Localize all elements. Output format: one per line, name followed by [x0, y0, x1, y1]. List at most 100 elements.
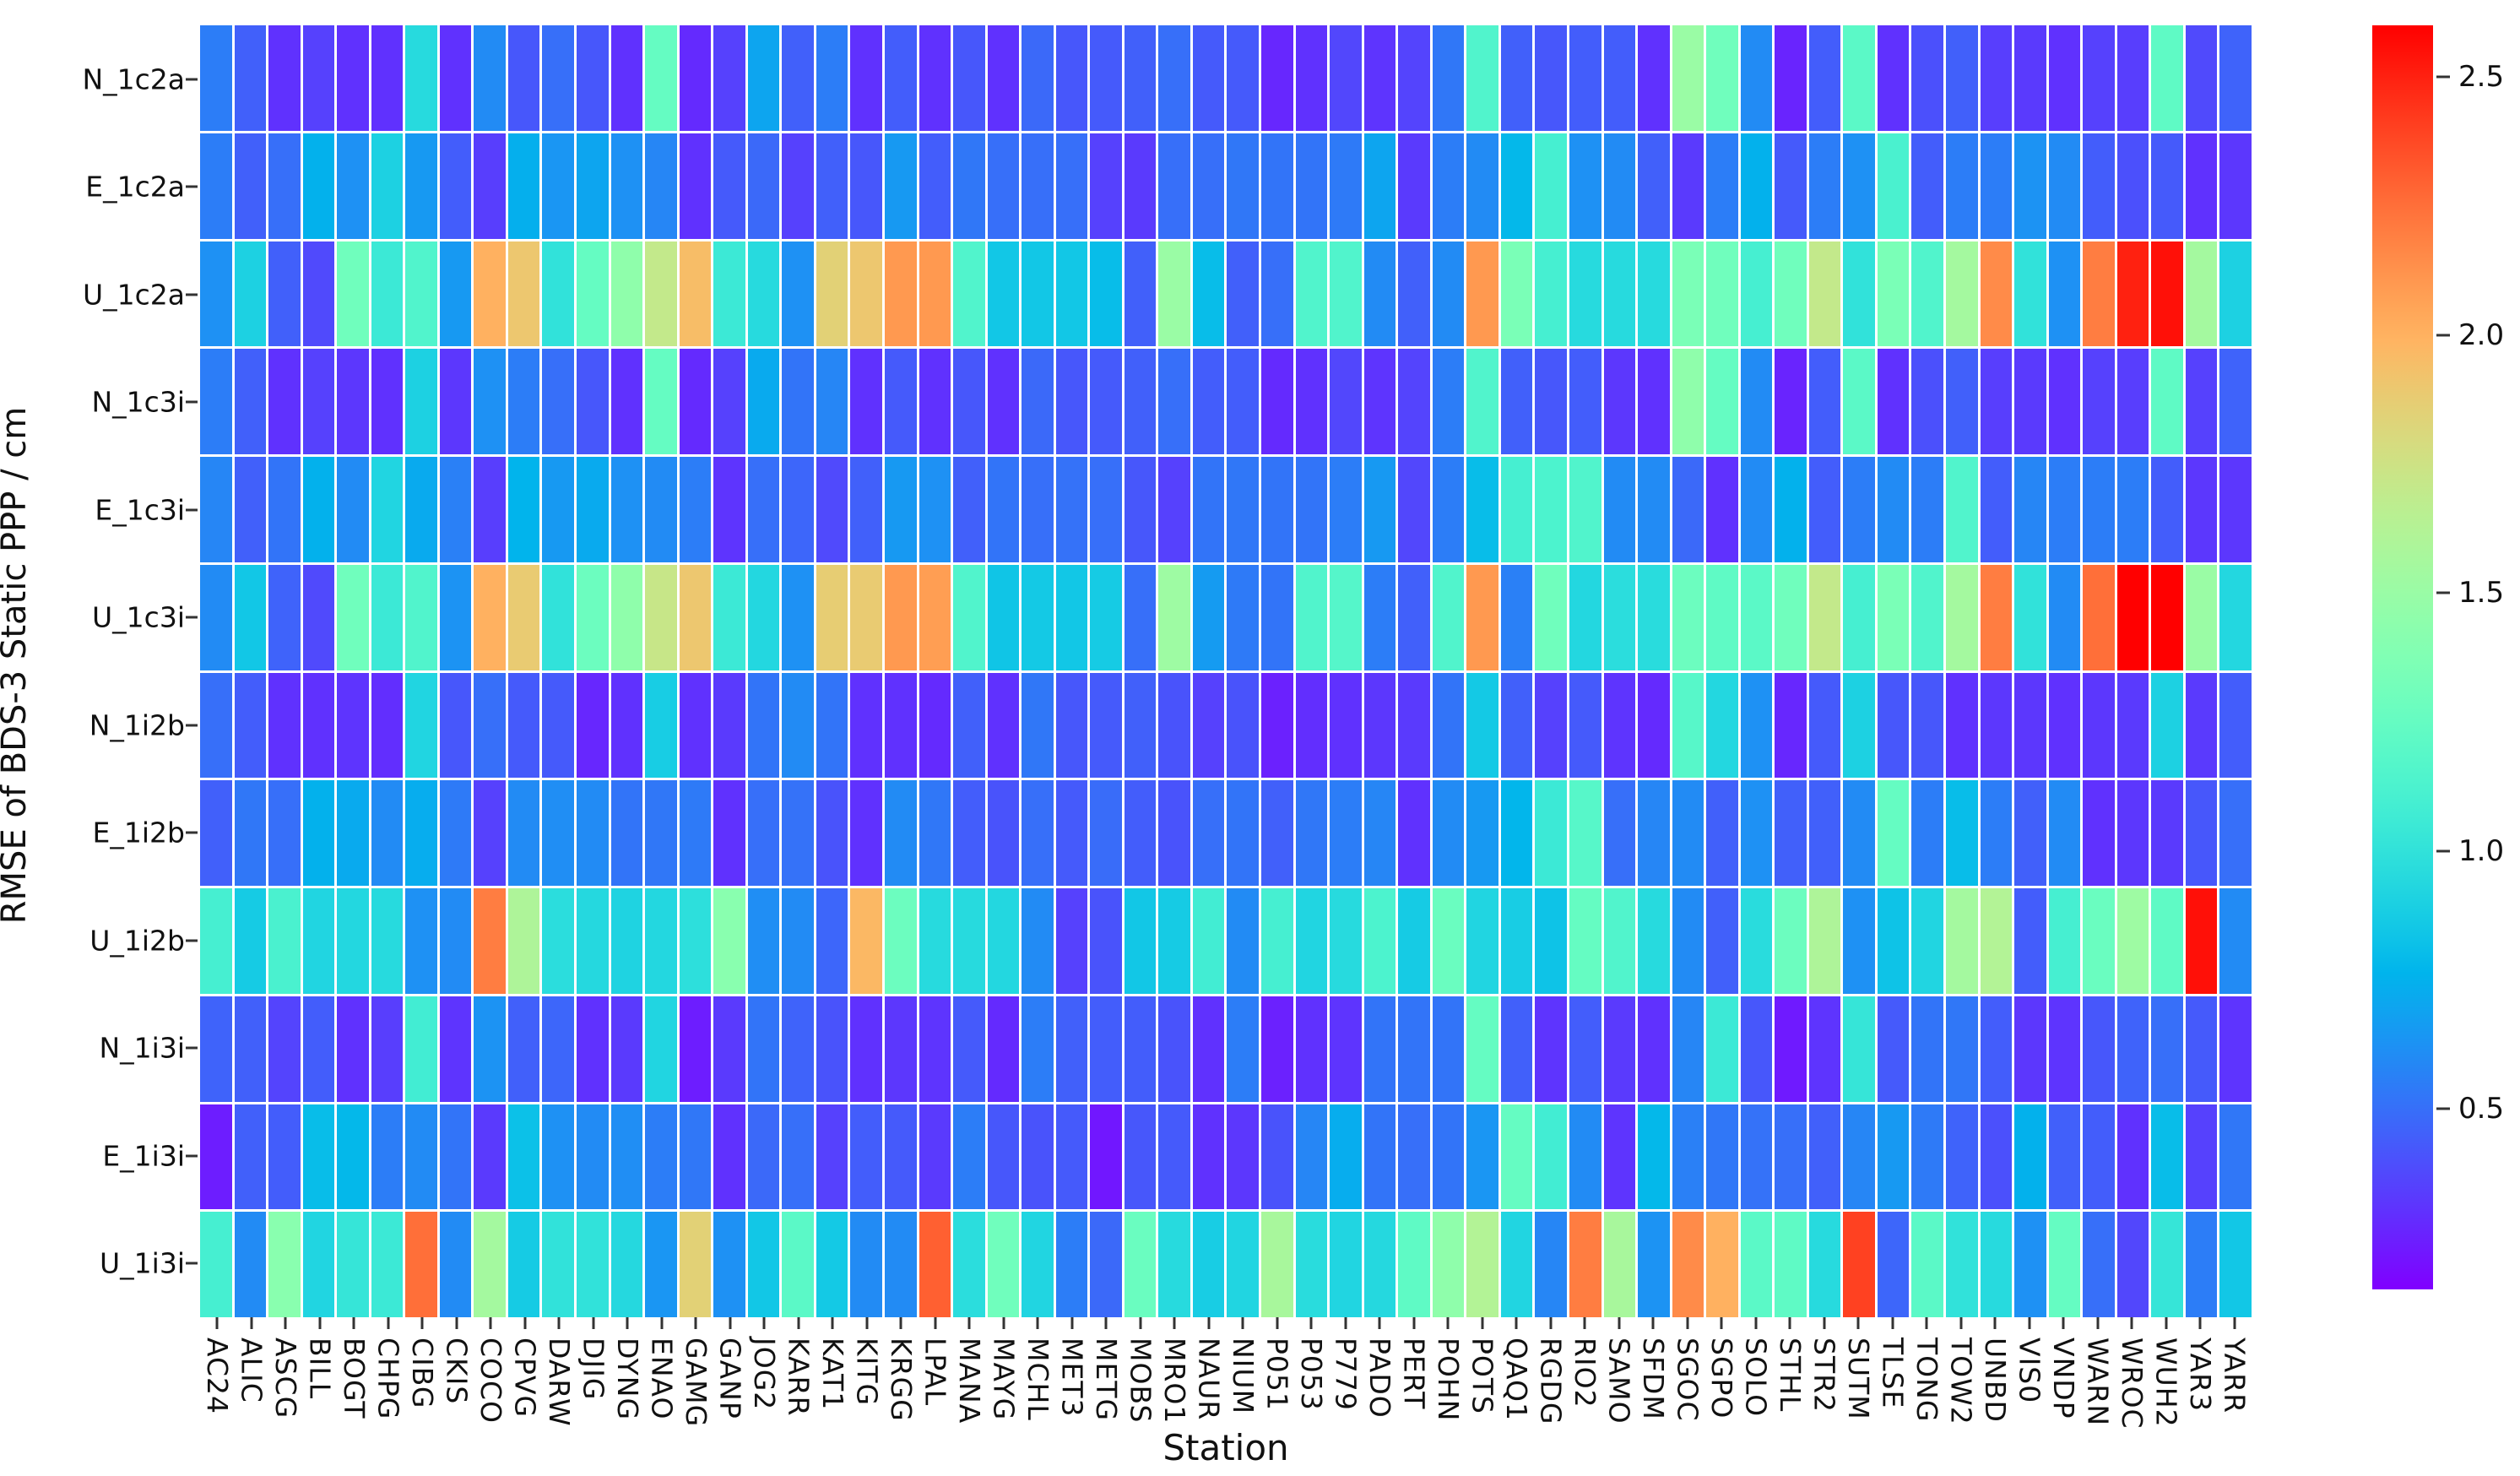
x-tick-label: VNDP — [2046, 1338, 2080, 1419]
heatmap-cell — [2151, 133, 2183, 239]
x-tick-mark — [1549, 1317, 1553, 1329]
heatmap-cell — [747, 349, 780, 454]
heatmap-cell — [2151, 888, 2183, 994]
heatmap-cell — [987, 564, 1020, 670]
x-tick-label: CHPG — [371, 1338, 405, 1420]
x-tick-label: ASCG — [268, 1338, 302, 1419]
heatmap-cell — [1363, 241, 1396, 347]
heatmap-cell — [1295, 1212, 1328, 1317]
heatmap-cell — [507, 241, 540, 347]
heatmap-cell — [850, 241, 882, 347]
heatmap-cell — [1980, 1104, 2013, 1210]
heatmap-cell — [1432, 25, 1465, 131]
heatmap-cell — [1192, 25, 1225, 131]
y-tick-label: U_1i3i — [100, 1246, 185, 1280]
heatmap-cell — [610, 241, 643, 347]
heatmap-cell — [919, 1212, 951, 1317]
heatmap-cell — [850, 996, 882, 1102]
x-tick-mark — [2096, 1317, 2100, 1329]
heatmap-cell — [2185, 25, 2218, 131]
heatmap-cell — [1672, 564, 1704, 670]
heatmap-cell — [1877, 564, 1910, 670]
heatmap-cell — [1877, 780, 1910, 886]
heatmap-cell — [1158, 780, 1190, 886]
x-tick-label: WROC — [2115, 1338, 2149, 1430]
heatmap-cell — [1295, 349, 1328, 454]
heatmap-cell — [1535, 996, 1567, 1102]
heatmap-cell — [2083, 457, 2115, 562]
x-tick-mark — [1309, 1317, 1313, 1329]
heatmap-cell — [1022, 1104, 1054, 1210]
heatmap-cell — [1192, 1104, 1225, 1210]
x-tick-label: BOGT — [337, 1338, 371, 1419]
heatmap-cell — [850, 564, 882, 670]
heatmap-cell — [2116, 133, 2149, 239]
heatmap-cell — [1330, 564, 1362, 670]
heatmap-cell — [542, 25, 575, 131]
heatmap-cell — [1535, 1104, 1567, 1210]
heatmap-cell — [337, 241, 369, 347]
heatmap-cell — [337, 996, 369, 1102]
x-tick-label: DARW — [542, 1338, 576, 1427]
heatmap-cell — [1466, 133, 1498, 239]
heatmap-cell — [1124, 241, 1157, 347]
heatmap-cell — [1158, 888, 1190, 994]
heatmap-cell — [507, 996, 540, 1102]
heatmap-cell — [2083, 25, 2115, 131]
heatmap-cell — [782, 457, 814, 562]
heatmap-cell — [1398, 133, 1430, 239]
heatmap-cell — [919, 888, 951, 994]
heatmap-cell — [1980, 888, 2013, 994]
x-tick-label: NAUR — [1192, 1338, 1226, 1421]
heatmap-cell — [1706, 241, 1738, 347]
heatmap-cell — [2014, 241, 2046, 347]
y-tick-label: E_1c3i — [95, 493, 185, 527]
heatmap-cell — [1022, 780, 1054, 886]
heatmap-cell — [610, 564, 643, 670]
heatmap-cell — [1192, 241, 1225, 347]
heatmap-cell — [645, 133, 677, 239]
heatmap-cell — [1672, 780, 1704, 886]
heatmap-cell — [1911, 1212, 1944, 1317]
x-tick-mark — [899, 1317, 902, 1329]
heatmap-cell — [1261, 241, 1293, 347]
x-tick-label: DJIG — [577, 1338, 610, 1401]
heatmap-cell — [1466, 564, 1498, 670]
heatmap-cell — [679, 457, 712, 562]
heatmap-cell — [919, 241, 951, 347]
heatmap-cell — [1192, 672, 1225, 779]
heatmap-cell — [782, 564, 814, 670]
heatmap-cell — [1843, 133, 1875, 239]
heatmap-cell — [542, 780, 575, 886]
colorbar-tick-label: 2.5 — [2458, 60, 2505, 95]
heatmap-cell — [1500, 25, 1533, 131]
heatmap-cell — [1432, 241, 1465, 347]
heatmap-cell — [2185, 672, 2218, 779]
heatmap-cell — [2219, 780, 2252, 886]
heatmap-cell — [439, 672, 472, 779]
heatmap-cell — [1808, 780, 1841, 886]
heatmap-cell — [713, 672, 745, 779]
heatmap-cell — [1706, 996, 1738, 1102]
heatmap-cell — [679, 672, 712, 779]
x-tick-label: UNBD — [1978, 1338, 2012, 1423]
heatmap-cell — [987, 996, 1020, 1102]
heatmap-cell — [1740, 564, 1773, 670]
heatmap-cell — [645, 25, 677, 131]
heatmap-cell — [782, 672, 814, 779]
heatmap-cell — [1090, 780, 1122, 886]
heatmap-cell — [1090, 241, 1122, 347]
heatmap-cell — [2185, 1104, 2218, 1210]
heatmap-cell — [1261, 780, 1293, 886]
heatmap-cell — [439, 25, 472, 131]
heatmap-cell — [1911, 349, 1944, 454]
heatmap-cell — [816, 672, 848, 779]
x-tick-label: NIUM — [1226, 1338, 1260, 1415]
heatmap-cell — [1638, 672, 1670, 779]
heatmap-cell — [1330, 241, 1362, 347]
heatmap-cell — [850, 133, 882, 239]
heatmap-cell — [1808, 564, 1841, 670]
heatmap-cell — [1158, 996, 1190, 1102]
x-tick-mark — [1002, 1317, 1005, 1329]
x-tick-label: YAR3 — [2183, 1338, 2217, 1413]
